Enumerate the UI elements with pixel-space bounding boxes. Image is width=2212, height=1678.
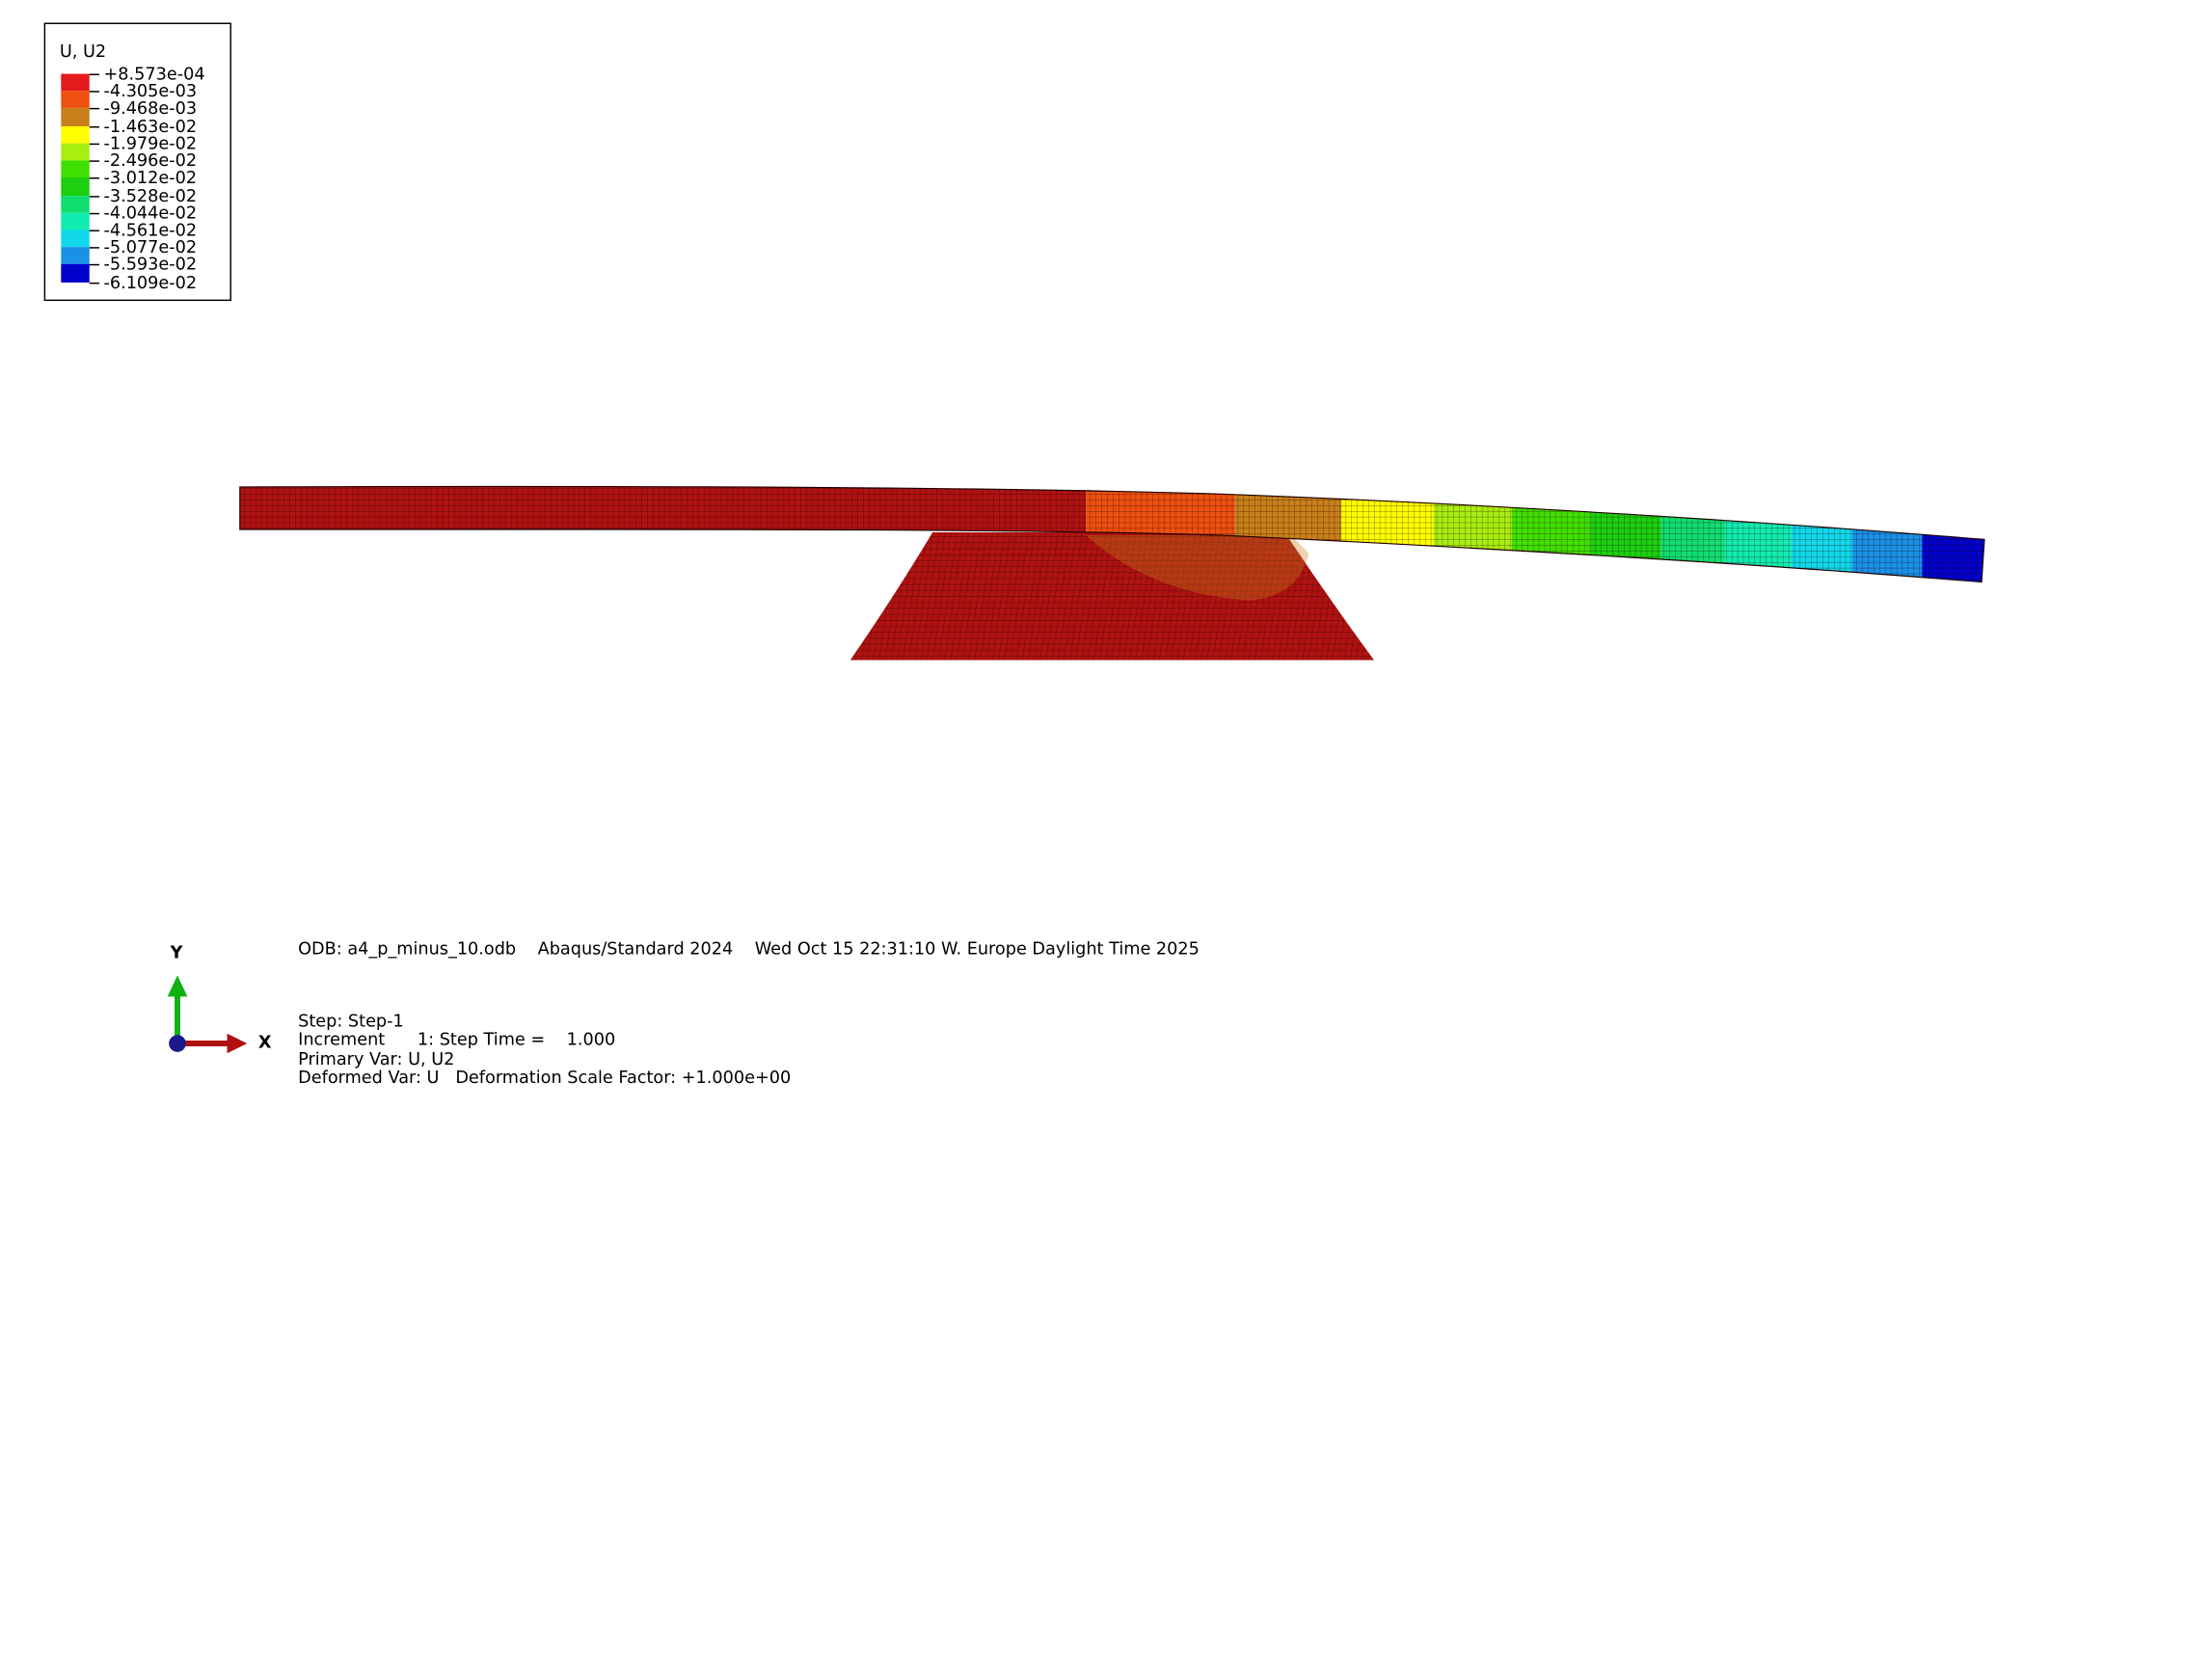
- legend-tick: [89, 247, 100, 249]
- y-axis-label: Y: [170, 942, 183, 963]
- step-info: Step: Step-1: [298, 1011, 404, 1031]
- legend-tick: [89, 143, 100, 145]
- beam-outline: [239, 485, 1985, 583]
- support-block: [850, 532, 1374, 661]
- legend-swatch: [61, 212, 90, 230]
- axis-triad: [167, 975, 248, 1054]
- legend-label: -5.593e-02: [89, 255, 205, 275]
- legend-value: -4.305e-03: [103, 81, 198, 101]
- legend-value: -3.528e-02: [103, 185, 198, 205]
- legend-label: -6.109e-02: [89, 272, 205, 292]
- x-axis-label: X: [257, 1032, 272, 1052]
- legend-tick: [89, 73, 100, 76]
- triad-origin: [169, 1035, 186, 1052]
- legend-tick: [89, 195, 100, 197]
- deformed-var-info: Deformed Var: U Deformation Scale Factor…: [298, 1068, 792, 1088]
- legend-label: -4.044e-02: [89, 203, 205, 223]
- legend-label: -3.012e-02: [89, 168, 205, 188]
- legend-swatch: [61, 247, 90, 265]
- legend-value: -6.109e-02: [103, 272, 198, 292]
- beam-contour-band: [1922, 486, 1984, 582]
- legend-value: -4.561e-02: [103, 220, 198, 240]
- model-view: [167, 485, 1985, 1054]
- legend-value: -2.496e-02: [103, 150, 198, 171]
- legend-tick: [89, 282, 100, 284]
- legend-swatch: [61, 264, 90, 283]
- legend-value: -1.463e-02: [103, 116, 198, 136]
- legend-swatch: [61, 125, 90, 144]
- legend-label: -4.561e-02: [89, 220, 205, 240]
- legend-label: -9.468e-03: [89, 98, 205, 119]
- increment-info: Increment 1: Step Time = 1.000: [298, 1029, 616, 1049]
- x-axis-arrowhead: [227, 1033, 248, 1054]
- legend-label: -1.463e-02: [89, 116, 205, 136]
- legend-title: U, U2: [59, 41, 107, 62]
- legend-tick: [89, 108, 100, 110]
- legend-value: -9.468e-03: [103, 98, 198, 119]
- legend-label: -5.077e-02: [89, 237, 205, 257]
- odb-header: ODB: a4_p_minus_10.odb Abaqus/Standard 2…: [298, 938, 1200, 959]
- legend-label: -3.528e-02: [89, 185, 205, 205]
- y-axis-arrowhead: [167, 975, 188, 997]
- legend-swatch: [61, 177, 90, 196]
- legend-label: -4.305e-03: [89, 81, 205, 101]
- legend-swatch: [61, 108, 90, 126]
- legend-label: -2.496e-02: [89, 150, 205, 171]
- legend-tick: [89, 125, 100, 127]
- legend-labels: +8.573e-04 -4.305e-03 -9.468e-03 -1.463e-02…: [89, 64, 205, 292]
- legend-tick: [89, 212, 100, 214]
- legend-tick: [89, 91, 100, 94]
- legend-swatch: [61, 195, 90, 213]
- legend-value: -5.593e-02: [103, 255, 198, 275]
- legend-tick: [89, 264, 100, 266]
- legend-tick: [89, 177, 100, 179]
- legend-value: -1.979e-02: [103, 133, 198, 153]
- legend-tick: [89, 160, 100, 162]
- legend-value: -4.044e-02: [103, 203, 198, 223]
- legend-swatch: [61, 230, 90, 248]
- legend-swatches: [61, 73, 90, 283]
- legend-label: -1.979e-02: [89, 133, 205, 153]
- legend-swatch: [61, 160, 90, 178]
- primary-var-info: Primary Var: U, U2: [298, 1048, 455, 1069]
- legend-label: +8.573e-04: [89, 64, 205, 84]
- legend-value: +8.573e-04: [103, 64, 205, 84]
- legend-swatch: [61, 143, 90, 161]
- legend-swatch: [61, 91, 90, 109]
- legend-value: -5.077e-02: [103, 237, 198, 257]
- legend-value: -3.012e-02: [103, 168, 198, 188]
- legend-swatch: [61, 73, 90, 92]
